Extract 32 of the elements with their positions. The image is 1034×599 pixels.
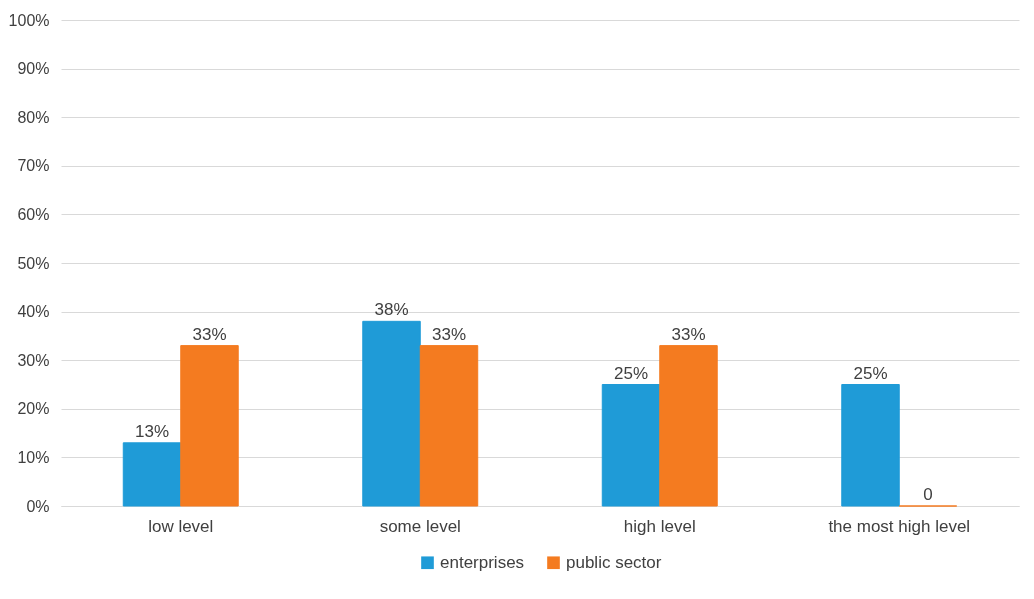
y-tick-label: 40% [17, 303, 50, 321]
legend-label: public sector [566, 552, 662, 572]
bar [601, 384, 661, 507]
x-tick-label: low level [148, 516, 214, 536]
data-label: 33% [671, 324, 706, 344]
y-tick-label: 80% [17, 108, 50, 126]
y-tick-label: 90% [17, 60, 50, 78]
bar [122, 442, 182, 507]
y-tick-label: 60% [17, 205, 50, 223]
data-label: 33% [192, 324, 227, 344]
bar [180, 345, 239, 507]
data-label: 0 [923, 485, 933, 504]
data-label: 13% [134, 421, 170, 441]
x-tick-label: the most high level [828, 516, 971, 536]
data-label: 38% [374, 300, 409, 320]
y-tick-label: 20% [17, 400, 50, 418]
data-label: 25% [613, 363, 649, 383]
y-tick-label: 0% [26, 497, 50, 515]
x-tick-label: high level [623, 516, 696, 536]
y-tick-label: 50% [17, 254, 50, 272]
bar [659, 345, 718, 507]
y-tick-label: 100% [8, 11, 50, 29]
y-tick-label: 10% [17, 448, 50, 466]
data-label: 33% [431, 324, 467, 344]
bar [362, 320, 421, 507]
data-label: 25% [853, 363, 888, 383]
y-tick-label: 30% [17, 351, 50, 369]
legend-label: enterprises [440, 552, 525, 572]
bar [419, 345, 479, 507]
x-tick-label: some level [379, 516, 461, 536]
y-tick-label: 70% [17, 157, 50, 175]
bar [841, 384, 900, 507]
